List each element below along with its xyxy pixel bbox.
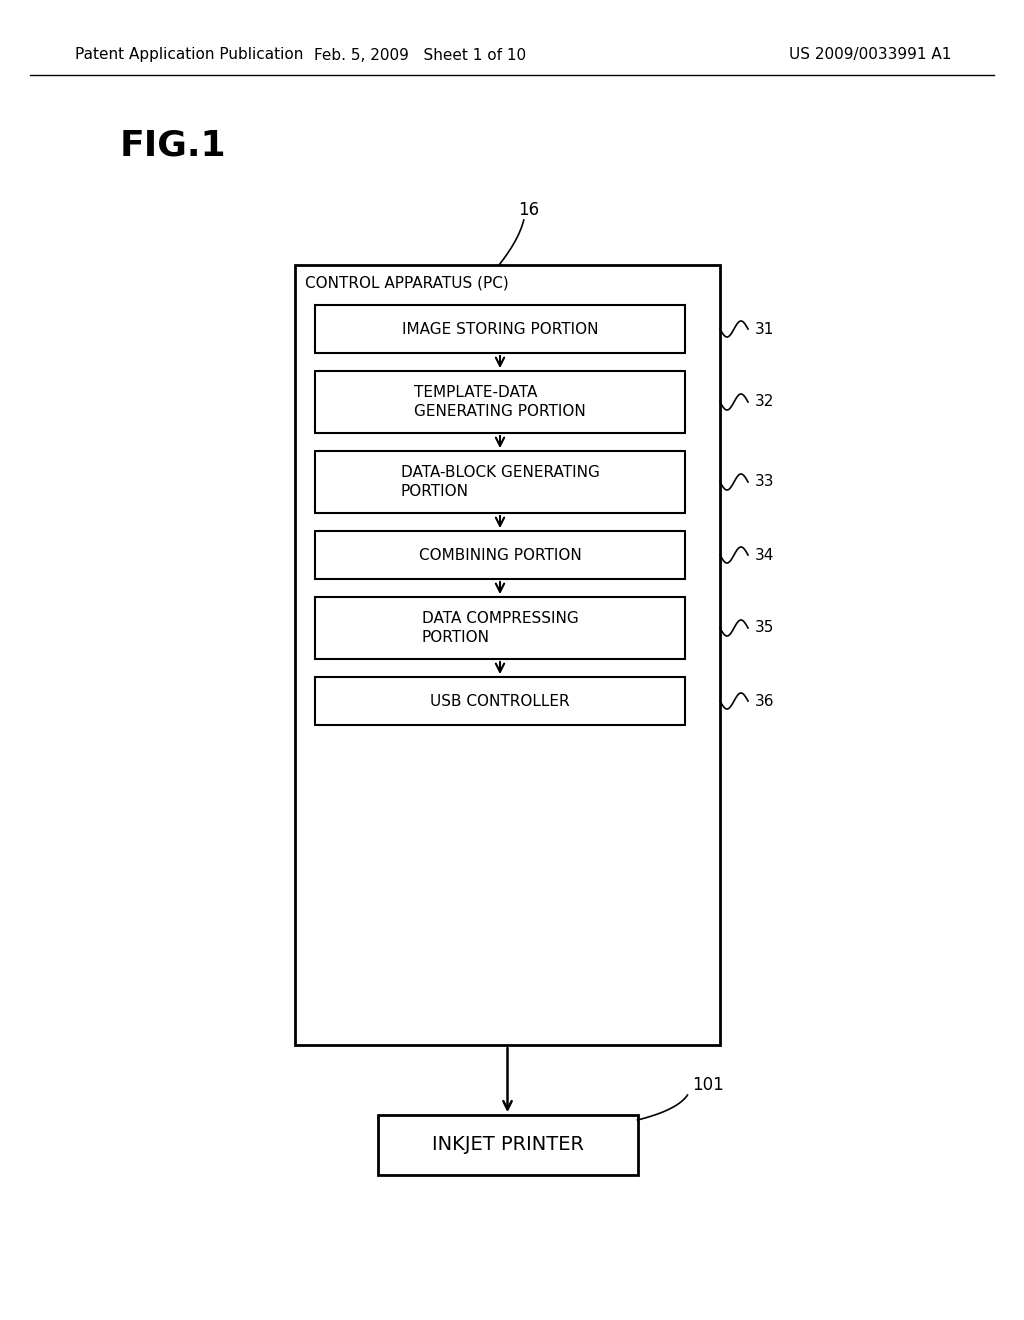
Text: 31: 31 [755, 322, 774, 337]
Text: FIG.1: FIG.1 [120, 128, 226, 162]
Text: COMBINING PORTION: COMBINING PORTION [419, 548, 582, 562]
Text: US 2009/0033991 A1: US 2009/0033991 A1 [788, 48, 951, 62]
Text: 35: 35 [755, 620, 774, 635]
Bar [315, 305, 685, 352]
Text: IMAGE STORING PORTION: IMAGE STORING PORTION [401, 322, 598, 337]
Text: Patent Application Publication: Patent Application Publication [75, 48, 303, 62]
Bar [315, 451, 685, 513]
Text: 101: 101 [692, 1076, 724, 1094]
Text: 16: 16 [518, 201, 540, 219]
Text: CONTROL APPARATUS (PC): CONTROL APPARATUS (PC) [305, 276, 509, 290]
Text: USB CONTROLLER: USB CONTROLLER [430, 693, 569, 709]
Text: 36: 36 [755, 693, 774, 709]
Text: TEMPLATE-DATA
GENERATING PORTION: TEMPLATE-DATA GENERATING PORTION [414, 385, 586, 418]
Bar [295, 265, 720, 1045]
Text: INKJET PRINTER: INKJET PRINTER [431, 1135, 584, 1155]
Text: DATA COMPRESSING
PORTION: DATA COMPRESSING PORTION [422, 611, 579, 644]
Bar [315, 371, 685, 433]
Bar [315, 597, 685, 659]
Text: DATA-BLOCK GENERATING
PORTION: DATA-BLOCK GENERATING PORTION [400, 465, 599, 499]
Text: 32: 32 [755, 395, 774, 409]
Bar [315, 677, 685, 725]
Bar [315, 531, 685, 579]
Text: 34: 34 [755, 548, 774, 562]
Text: Feb. 5, 2009   Sheet 1 of 10: Feb. 5, 2009 Sheet 1 of 10 [314, 48, 526, 62]
Bar [378, 1115, 638, 1175]
Text: 33: 33 [755, 474, 774, 490]
